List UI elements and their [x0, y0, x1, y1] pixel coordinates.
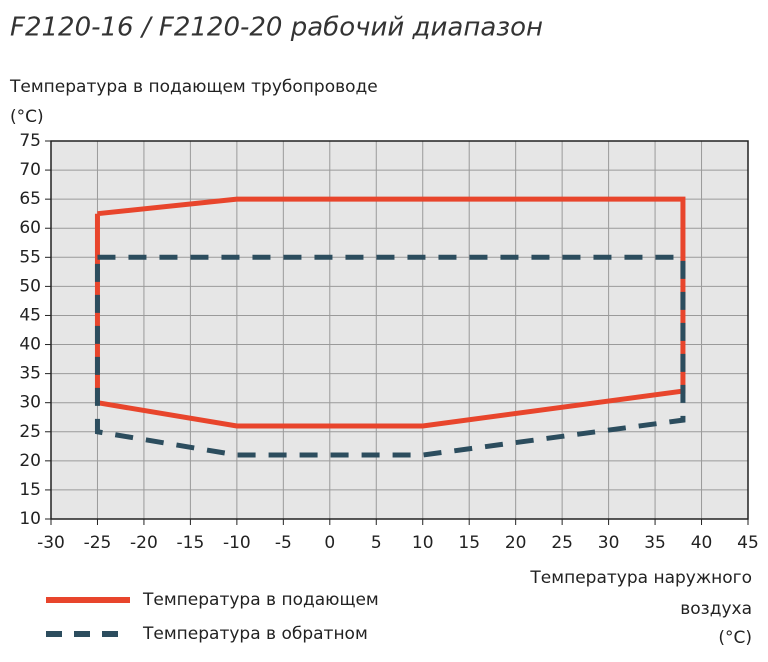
y-tick-label: 65 [19, 189, 41, 209]
y-tick-label: 30 [19, 393, 41, 413]
x-tick-label: 5 [371, 533, 382, 553]
y-tick-label: 10 [19, 509, 41, 529]
y-tick-label: 25 [19, 422, 41, 442]
plot-frame [50, 140, 749, 520]
x-tick-label: -5 [275, 533, 292, 553]
x-tick-label: 20 [505, 533, 527, 553]
y-tick-label: 50 [19, 276, 41, 296]
x-tick-label: 35 [644, 533, 666, 553]
legend-label: Температура в обратном [142, 624, 368, 644]
y-tick-label: 55 [19, 247, 41, 267]
legend-label: Температура в подающем [142, 590, 379, 610]
y-tick-label: 60 [19, 218, 41, 238]
x-tick-label: 10 [412, 533, 434, 553]
x-tick-label: 40 [691, 533, 713, 553]
y-tick-label: 35 [19, 364, 41, 384]
x-tick-label: -20 [130, 533, 158, 553]
x-tick-label: 15 [458, 533, 480, 553]
y-axis-label: Температура в подающем трубопроводе [9, 77, 378, 97]
x-tick-label: -10 [223, 533, 251, 553]
y-tick-label: 15 [19, 480, 41, 500]
x-tick-label: 30 [598, 533, 620, 553]
y-tick-label: 40 [19, 335, 41, 355]
y-tick-label: 75 [19, 131, 41, 151]
chart-title: F2120-16 / F2120-20 рабочий диапазон [10, 13, 543, 43]
x-axis-label: (°C) [718, 628, 752, 648]
series-line [94, 196, 686, 429]
y-axis-label: (°C) [10, 107, 44, 127]
x-tick-label: -30 [37, 533, 65, 553]
x-tick-label: 25 [551, 533, 573, 553]
x-axis-label: Температура наружного [529, 568, 752, 588]
x-tick-label: 45 [737, 533, 759, 553]
x-tick-label: -15 [177, 533, 205, 553]
x-tick-label: -25 [84, 533, 112, 553]
x-tick-label: 0 [324, 533, 335, 553]
x-axis-label: воздуха [680, 599, 752, 619]
series-line [94, 254, 686, 458]
y-tick-label: 20 [19, 451, 41, 471]
y-tick-label: 70 [19, 160, 41, 180]
y-tick-label: 45 [19, 305, 41, 325]
